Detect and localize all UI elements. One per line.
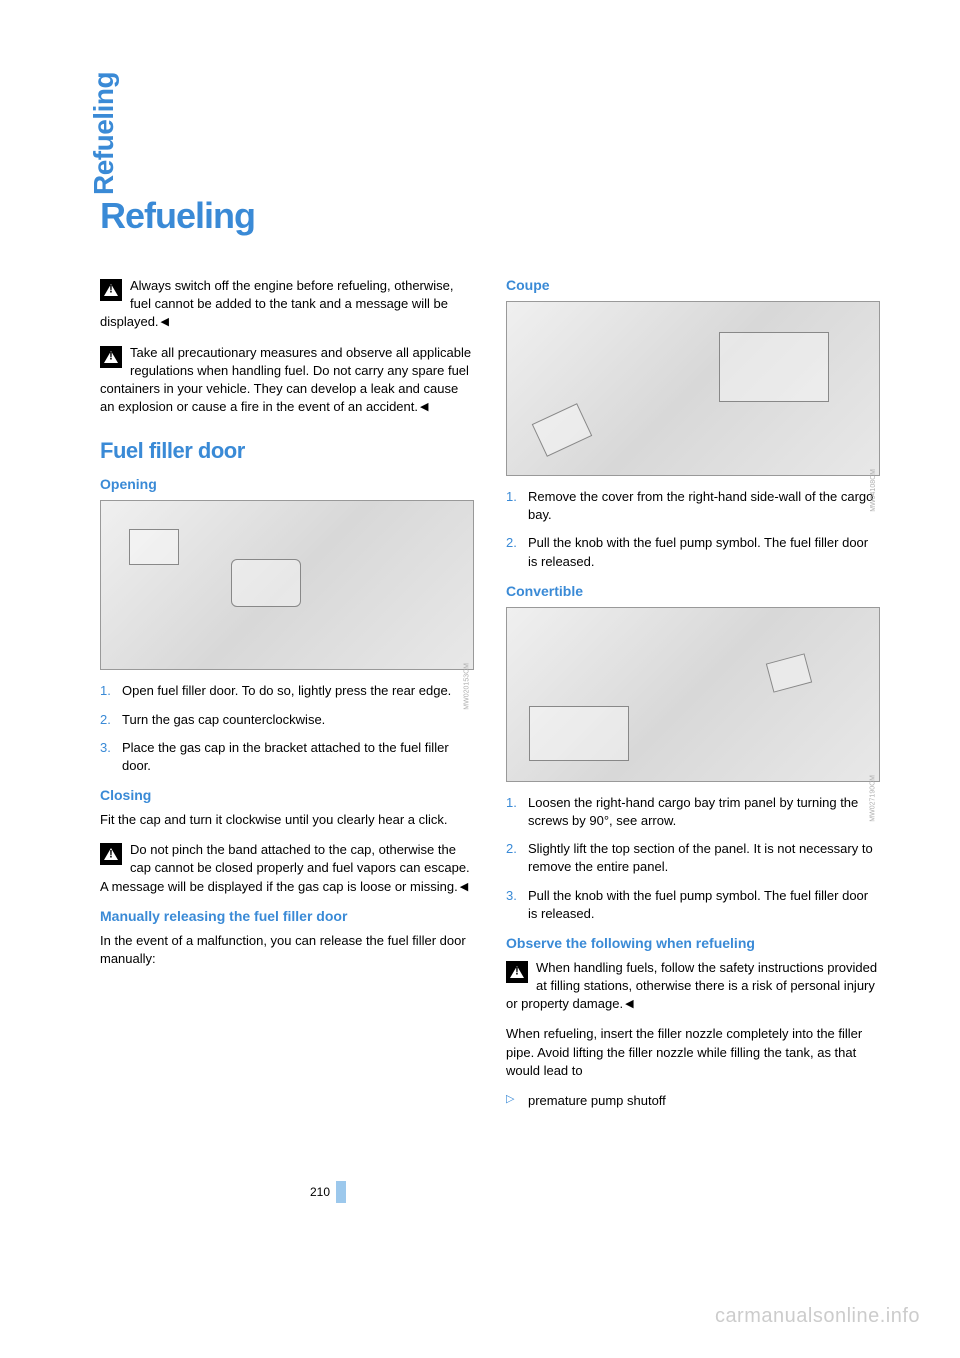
manual-text: In the event of a malfunction, you can r…: [100, 932, 474, 968]
list-item: ▷premature pump shutoff: [506, 1092, 880, 1110]
warning-icon: [506, 961, 528, 983]
list-item: 1.Remove the cover from the right-hand s…: [506, 488, 880, 524]
list-item: 1.Open fuel filler door. To do so, light…: [100, 682, 474, 700]
subsection-heading-observe: Observe the following when refueling: [506, 935, 880, 951]
subsection-heading-manual: Manually releasing the fuel filler door: [100, 908, 474, 924]
end-mark-icon: ◀: [460, 880, 468, 895]
step-text: Slightly lift the top section of the pan…: [528, 840, 880, 876]
list-item: 2.Pull the knob with the fuel pump symbo…: [506, 534, 880, 570]
warning-text: Always switch off the engine before refu…: [100, 278, 454, 329]
list-item: 2.Slightly lift the top section of the p…: [506, 840, 880, 876]
figure-label: MW027190CM: [870, 775, 877, 822]
step-text: Turn the gas cap counterclockwise.: [122, 711, 325, 729]
observe-text: When refueling, insert the filler nozzle…: [506, 1025, 880, 1080]
step-number: 3.: [100, 739, 122, 775]
list-item: 1.Loosen the right-hand cargo bay trim p…: [506, 794, 880, 830]
coupe-steps: 1.Remove the cover from the right-hand s…: [506, 488, 880, 571]
list-item: 3.Place the gas cap in the bracket attac…: [100, 739, 474, 775]
side-section-title: Refueling: [88, 72, 120, 195]
warning-paragraph: Always switch off the engine before refu…: [100, 277, 474, 332]
page-number-block: 210: [310, 1181, 346, 1203]
warning-text: Take all precautionary measures and obse…: [100, 345, 471, 415]
warning-text: Do not pinch the band attached to the ca…: [100, 842, 470, 893]
section-heading-fuel-door: Fuel filler door: [100, 438, 474, 464]
step-text: Pull the knob with the fuel pump symbol.…: [528, 887, 880, 923]
end-mark-icon: ◀: [161, 315, 169, 330]
step-number: 1.: [506, 488, 528, 524]
warning-text: When handling fuels, follow the safety i…: [506, 960, 877, 1011]
subsection-heading-closing: Closing: [100, 787, 474, 803]
warning-icon: [100, 279, 122, 301]
step-number: 2.: [506, 534, 528, 570]
step-text: Remove the cover from the right-hand sid…: [528, 488, 880, 524]
warning-paragraph: When handling fuels, follow the safety i…: [506, 959, 880, 1014]
subsection-heading-opening: Opening: [100, 476, 474, 492]
opening-steps: 1.Open fuel filler door. To do so, light…: [100, 682, 474, 775]
bullet-icon: ▷: [506, 1092, 528, 1110]
subsection-heading-coupe: Coupe: [506, 277, 880, 293]
figure-label: MW04108CM: [870, 469, 877, 512]
convertible-steps: 1.Loosen the right-hand cargo bay trim p…: [506, 794, 880, 923]
bullet-text: premature pump shutoff: [528, 1092, 666, 1110]
step-text: Place the gas cap in the bracket attache…: [122, 739, 474, 775]
warning-icon: [100, 346, 122, 368]
right-column: Coupe MW04108CM 1.Remove the cover from …: [506, 277, 880, 1116]
subsection-heading-convertible: Convertible: [506, 583, 880, 599]
step-number: 2.: [100, 711, 122, 729]
warning-icon: [100, 843, 122, 865]
step-number: 2.: [506, 840, 528, 876]
page-number-bar: [336, 1181, 346, 1203]
footer-watermark: carmanualsonline.info: [715, 1305, 920, 1328]
step-text: Open fuel filler door. To do so, lightly…: [122, 682, 451, 700]
step-number: 1.: [506, 794, 528, 830]
page-content: Refueling Always switch off the engine b…: [100, 195, 880, 1116]
left-column: Always switch off the engine before refu…: [100, 277, 474, 1116]
figure-label: MW020153CM: [464, 663, 471, 710]
warning-paragraph: Do not pinch the band attached to the ca…: [100, 841, 474, 896]
figure-coupe: MW04108CM: [506, 301, 880, 476]
closing-text: Fit the cap and turn it clockwise until …: [100, 811, 474, 829]
end-mark-icon: ◀: [625, 997, 633, 1012]
warning-paragraph: Take all precautionary measures and obse…: [100, 344, 474, 417]
observe-bullets: ▷premature pump shutoff: [506, 1092, 880, 1110]
figure-opening: MW020153CM: [100, 500, 474, 670]
page-number: 210: [310, 1185, 330, 1199]
step-number: 3.: [506, 887, 528, 923]
figure-convertible: MW027190CM: [506, 607, 880, 782]
step-text: Pull the knob with the fuel pump symbol.…: [528, 534, 880, 570]
list-item: 2.Turn the gas cap counterclockwise.: [100, 711, 474, 729]
list-item: 3.Pull the knob with the fuel pump symbo…: [506, 887, 880, 923]
step-text: Loosen the right-hand cargo bay trim pan…: [528, 794, 880, 830]
end-mark-icon: ◀: [420, 400, 428, 415]
step-number: 1.: [100, 682, 122, 700]
chapter-title: Refueling: [100, 195, 880, 237]
